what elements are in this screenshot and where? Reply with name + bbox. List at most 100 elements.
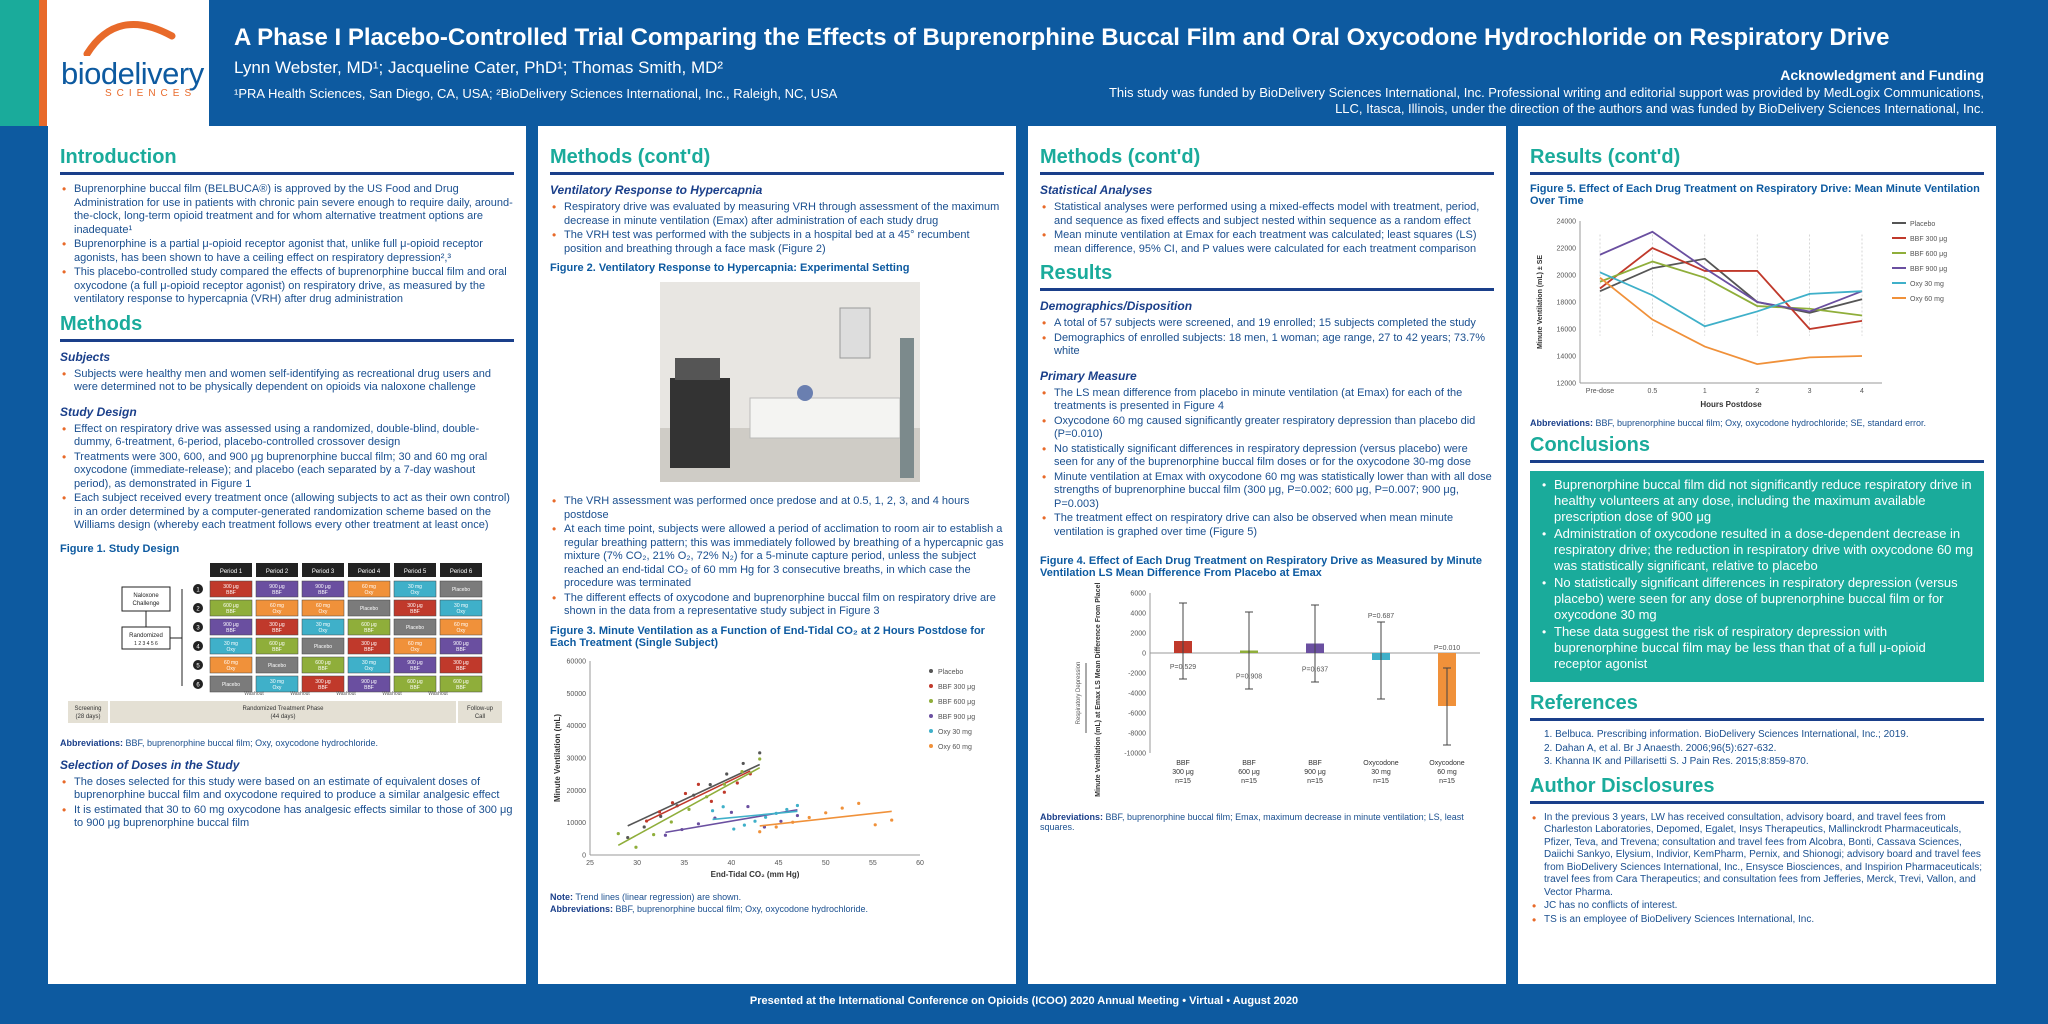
screening-box: [68, 700, 108, 723]
respiratory-depression-label: Respiratory Depression: [1076, 662, 1082, 725]
figure-1-abbreviations: Abbreviations: BBF, buprenorphine buccal…: [60, 737, 378, 748]
treatment-cell: [301, 675, 345, 692]
treatment-label: Oxy: [411, 647, 420, 653]
trend-line: [646, 769, 751, 822]
category-label: Oxycodone: [1363, 760, 1399, 767]
treatment-label: 900 μg: [453, 641, 469, 647]
y-tick-label: 60000: [567, 658, 587, 665]
phase-label: (44 days): [270, 714, 295, 720]
list-item: Respiratory drive was evaluated by measu…: [550, 201, 1004, 228]
data-point: [758, 756, 762, 761]
primary-measure-list: The LS mean difference from placebo in m…: [1040, 387, 1494, 540]
treatment-label: 300 μg: [269, 622, 285, 628]
legend-label: BBF 300 μg: [938, 684, 975, 691]
treatment-label: 300 μg: [453, 660, 469, 666]
subsection-title-vrh: Ventilatory Response to Hypercapnia: [550, 183, 763, 197]
data-point: [807, 815, 811, 819]
treatment-label: Oxy: [273, 685, 282, 691]
treatment-cell: [347, 637, 391, 654]
list-item: In the previous 3 years, LW has received…: [1530, 812, 1984, 900]
treatment-cell: [347, 656, 391, 673]
treatment-label: Oxy: [319, 609, 328, 615]
data-point: [840, 805, 844, 810]
data-point: [729, 810, 734, 814]
treatment-label: BBF: [456, 685, 466, 691]
figure-4-abbreviations: Abbreviations: BBF, buprenorphine buccal…: [1040, 812, 1464, 832]
series-line: [1599, 260, 1863, 317]
data-point: [644, 818, 649, 823]
x-tick-label: 4: [1860, 388, 1864, 395]
conclusions-box: Buprenorphine buccal film did not signif…: [1530, 471, 1984, 682]
sequence-number: 5: [196, 663, 200, 669]
figure-3-note: Note: Trend lines (linear regression) ar…: [550, 891, 742, 902]
treatment-label: Oxy: [227, 666, 236, 672]
subsection-title-statistical: Statistical Analyses: [1040, 183, 1153, 197]
y-axis-label: Minute Ventilation (mL) ± SE: [1537, 255, 1544, 349]
data-point: [657, 809, 662, 813]
legend-label: BBF 600 μg: [1910, 251, 1947, 258]
logo-text: biodelivery: [61, 56, 204, 91]
treatment-label: 600 μg: [223, 603, 239, 609]
subsection-title-primary-measure: Primary Measure: [1040, 368, 1137, 383]
list-item: Buprenorphine buccal film did not signif…: [1540, 477, 1974, 525]
category-label: Oxycodone: [1429, 760, 1465, 767]
y-tick-label: 14000: [1557, 354, 1577, 361]
treatment-cell: [209, 599, 253, 616]
naloxone-label: Challenge: [132, 601, 160, 607]
p-value-label: P=0.908: [1236, 674, 1262, 681]
treatment-label: BBF: [364, 647, 374, 653]
vrh-list: Respiratory drive was evaluated by measu…: [550, 201, 1004, 256]
y-tick-label: 0: [582, 852, 586, 859]
column-2: Methods (cont'd) Ventilatory Response to…: [538, 126, 1016, 984]
x-tick-label: 1: [1703, 388, 1707, 395]
washout-label: Washout: [290, 691, 310, 697]
treatment-label: BBF: [272, 647, 282, 653]
series-line: [1599, 230, 1863, 313]
y-tick-label: 40000: [567, 723, 587, 730]
y-tick-label: 24000: [1557, 219, 1577, 226]
treatment-cell: [347, 618, 391, 635]
followup-box: [458, 700, 502, 723]
list-item: At each time point, subjects were allowe…: [550, 523, 1004, 591]
treatment-label: BBF: [410, 685, 420, 691]
data-point: [692, 793, 696, 797]
treatment-label: 30 mg: [270, 679, 284, 685]
list-item: No statistically significant differences…: [1040, 443, 1494, 470]
treatment-cell: [393, 637, 437, 654]
treatment-label: 30 mg: [408, 584, 422, 590]
treatment-label: 30 mg: [224, 641, 238, 647]
category-label: 600 μg: [1238, 769, 1260, 776]
trend-line: [617, 766, 761, 846]
data-point: [696, 821, 701, 825]
period-label: Period 2: [266, 569, 289, 575]
y-axis-label: Minute Ventilation (mL): [553, 713, 562, 801]
list-item: Buprenorphine is a partial μ-opioid rece…: [60, 238, 514, 265]
y-tick-label: 10000: [567, 820, 587, 827]
data-point: [873, 822, 877, 826]
treatment-cell: [209, 580, 253, 597]
references-list: 1. Belbuca. Prescribing information. Bio…: [1530, 729, 1984, 769]
list-item: The LS mean difference from placebo in m…: [1040, 387, 1494, 414]
treatment-label: 30 mg: [362, 660, 376, 666]
treatment-label: Oxy: [457, 609, 466, 615]
x-tick-label: 2: [1755, 388, 1759, 395]
treatment-cell: [255, 618, 299, 635]
data-point: [725, 771, 729, 776]
series-line: [1599, 246, 1863, 330]
figure-3-scatter-chart: 25 30 35 40 45 50 55 60 0 10000 20000 30000 40000 500…: [553, 658, 975, 879]
list-item: Mean minute ventilation at Emax for each…: [1040, 229, 1494, 256]
logo-stripe: [0, 0, 39, 126]
list-item: The VRH test was performed with the subj…: [550, 229, 1004, 256]
treatment-label: 900 μg: [223, 622, 239, 628]
column-3: Methods (cont'd) Statistical Analyses St…: [1028, 126, 1506, 984]
list-item: This placebo-controlled study compared t…: [60, 266, 514, 307]
screening-label: Screening: [74, 706, 101, 712]
period-header: [302, 562, 344, 577]
y-tick-label: 2000: [1130, 631, 1146, 638]
treatment-label: Oxy: [319, 628, 328, 634]
legend-marker: [929, 713, 933, 718]
y-tick-label: -10000: [1124, 751, 1146, 758]
section-title-results-contd: Results (cont'd): [1530, 146, 1984, 175]
treatment-label: 60 mg: [316, 603, 330, 609]
treatment-cell: [209, 675, 253, 692]
